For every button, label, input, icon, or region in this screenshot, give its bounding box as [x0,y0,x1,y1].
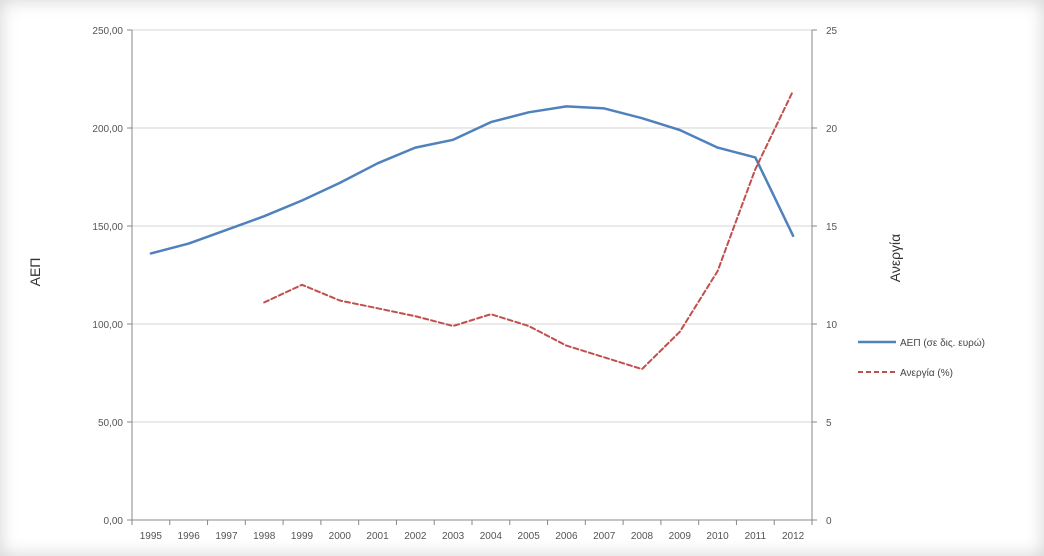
right-tick-label: 0 [826,516,832,527]
left-tick-label: 250,00 [92,26,123,37]
x-tick-label: 1996 [178,531,201,542]
x-axis-ticks: 1995 1996 1997 1998 1999 2000 2001 2002 2003 2004… [131,520,813,542]
x-tick-label: 1997 [215,531,238,542]
left-tick-label: 0,00 [104,516,124,527]
right-tick-label: 5 [826,418,832,429]
right-tick-label: 25 [826,26,838,37]
x-tick-label: 2003 [442,531,465,542]
left-tick-label: 150,00 [92,222,123,233]
legend-label-gdp: ΑΕΠ (σε δις. ευρώ) [900,337,985,349]
x-tick-label: 2001 [366,531,389,542]
left-axis-ticks: 0,00 50,00 100,00 150,00 200,00 250,00 [92,26,132,527]
x-tick-label: 2006 [555,531,578,542]
right-tick-label: 20 [826,124,838,135]
x-tick-label: 2007 [593,531,616,542]
x-tick-label: 2012 [782,531,805,542]
gridlines [131,29,813,521]
series-lines [149,89,795,371]
right-axis-ticks: 0 5 10 15 20 25 [812,26,838,527]
left-tick-label: 200,00 [92,124,123,135]
right-tick-label: 10 [826,320,838,331]
right-tick-label: 15 [826,222,838,233]
x-tick-label: 2004 [480,531,503,542]
x-tick-label: 2008 [631,531,654,542]
x-tick-label: 1995 [140,531,163,542]
legend: ΑΕΠ (σε δις. ευρώ) Ανεργία (%) [858,337,985,379]
x-tick-label: 2000 [329,531,352,542]
x-tick-label: 2009 [669,531,692,542]
series-line-gdp [149,105,795,255]
x-tick-label: 2010 [706,531,729,542]
legend-label-unemployment: Ανεργία (%) [900,367,953,379]
x-tick-label: 2011 [745,531,767,542]
series-line-unemployment [263,89,795,371]
left-tick-label: 50,00 [98,418,123,429]
x-tick-label: 2002 [404,531,427,542]
x-tick-label: 1998 [253,531,276,542]
x-tick-label: 2005 [518,531,541,542]
right-axis-title: Ανεργία [887,234,903,283]
left-axis-title: ΑΕΠ [27,258,43,287]
left-tick-label: 100,00 [92,320,123,331]
x-tick-label: 1999 [291,531,314,542]
